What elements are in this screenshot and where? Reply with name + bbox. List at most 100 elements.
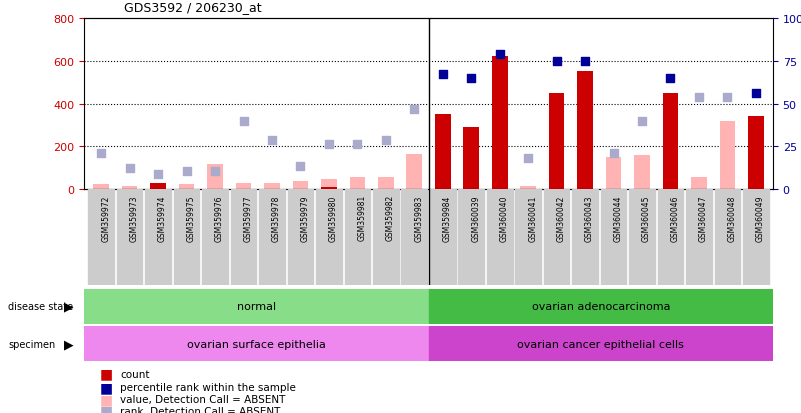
Text: GSM360043: GSM360043 [585,195,594,241]
Text: percentile rank within the sample: percentile rank within the sample [120,382,296,392]
Point [437,72,449,78]
Bar [487,190,513,285]
Text: GSM359980: GSM359980 [329,195,338,241]
Point [607,150,620,157]
Point [578,58,591,65]
Text: ovarian cancer epithelial cells: ovarian cancer epithelial cells [517,339,684,349]
Bar [606,158,622,190]
Text: GSM359981: GSM359981 [357,195,366,241]
Text: GSM360041: GSM360041 [528,195,537,241]
Text: ■: ■ [100,392,113,406]
Bar [202,190,227,285]
Bar [515,190,541,285]
Text: GSM360042: GSM360042 [557,195,566,241]
Point [323,142,336,148]
Bar [264,183,280,190]
Bar [292,181,308,190]
Point [521,156,534,162]
Bar [630,190,655,285]
Text: ovarian surface epithelia: ovarian surface epithelia [187,339,326,349]
Point [266,138,279,144]
Text: GSM359979: GSM359979 [300,195,309,241]
Bar [549,94,565,190]
Bar [151,183,166,190]
Bar [429,289,773,324]
Bar [662,94,678,190]
Point [180,169,193,175]
Text: GSM360039: GSM360039 [471,195,481,241]
Bar [429,326,773,361]
Bar [235,183,252,190]
Bar [748,117,763,190]
Text: value, Detection Call = ABSENT: value, Detection Call = ABSENT [120,394,285,404]
Bar [686,190,712,285]
Bar [521,187,536,190]
Text: ▶: ▶ [64,337,74,350]
Point [294,163,307,170]
Text: GSM360040: GSM360040 [500,195,509,241]
Bar [84,289,429,324]
Bar [691,177,706,190]
Text: GDS3592 / 206230_at: GDS3592 / 206230_at [124,2,262,14]
Bar [544,190,570,285]
Bar [492,57,508,190]
Point [493,51,506,58]
Bar [321,179,336,190]
Text: GSM360048: GSM360048 [727,195,736,241]
Text: ■: ■ [100,404,113,413]
Text: GSM359984: GSM359984 [443,195,452,241]
Point [351,142,364,148]
Text: ■: ■ [100,367,113,381]
Text: ■: ■ [100,380,113,394]
Point [693,94,706,101]
Text: GSM359982: GSM359982 [386,195,395,241]
Bar [174,190,199,285]
Bar [231,190,256,285]
Bar [458,190,484,285]
Bar [316,190,342,285]
Point [664,75,677,82]
Text: GSM360049: GSM360049 [756,195,765,241]
Text: GSM359977: GSM359977 [244,195,252,241]
Bar [94,185,109,190]
Point [237,118,250,125]
Bar [151,187,166,190]
Text: GSM360045: GSM360045 [642,195,651,241]
Text: GSM359973: GSM359973 [130,195,139,241]
Text: GSM359975: GSM359975 [187,195,195,241]
Text: ovarian adenocarcinoma: ovarian adenocarcinoma [532,301,670,312]
Point [721,94,734,101]
Bar [122,187,138,190]
Bar [406,154,422,190]
Bar [464,128,479,190]
Text: ▶: ▶ [64,300,74,313]
Bar [84,326,429,361]
Text: GSM360044: GSM360044 [614,195,622,241]
Bar [88,190,114,285]
Text: GSM359976: GSM359976 [215,195,224,241]
Text: GSM360046: GSM360046 [670,195,679,241]
Text: GSM359983: GSM359983 [414,195,423,241]
Text: GSM360047: GSM360047 [699,195,708,241]
Point [380,138,392,144]
Bar [401,190,427,285]
Bar [378,177,393,190]
Point [408,106,421,113]
Text: GSM359972: GSM359972 [101,195,111,241]
Point [636,118,649,125]
Text: count: count [120,369,150,379]
Text: disease state: disease state [8,301,74,312]
Bar [658,190,683,285]
Bar [634,156,650,190]
Text: GSM359974: GSM359974 [158,195,167,241]
Bar [430,190,456,285]
Point [750,91,763,97]
Bar [321,188,336,190]
Text: rank, Detection Call = ABSENT: rank, Detection Call = ABSENT [120,406,280,413]
Bar [578,72,593,190]
Bar [117,190,143,285]
Point [123,165,136,172]
Bar [260,190,285,285]
Bar [145,190,171,285]
Bar [601,190,626,285]
